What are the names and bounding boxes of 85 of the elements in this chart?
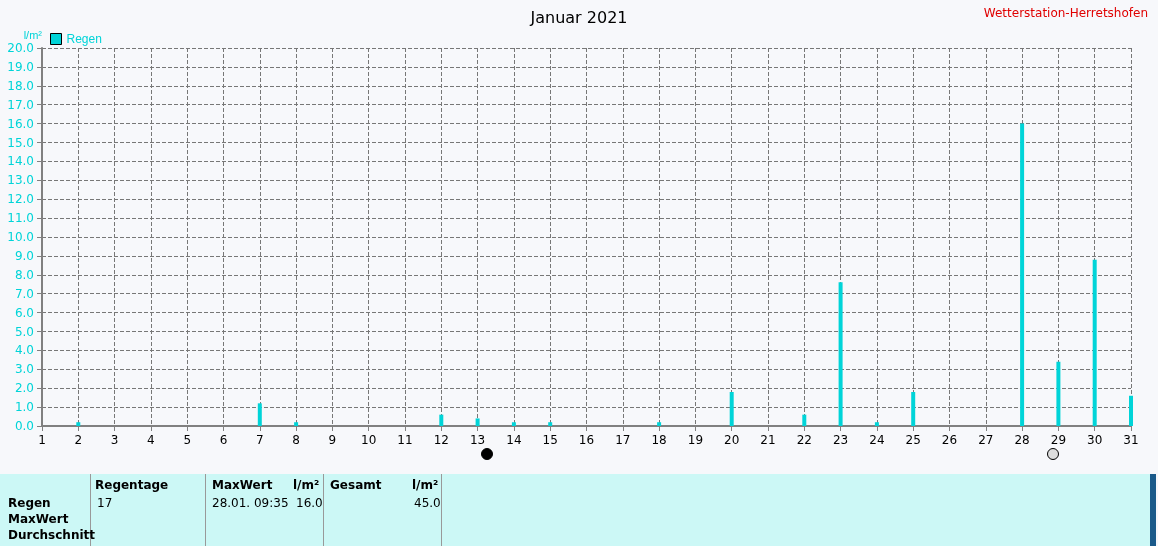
bar [257, 403, 262, 426]
y-tick-label: 12.0 [7, 192, 34, 207]
text: 28.01. 09:35 [212, 496, 289, 510]
x-tick-label: 23 [832, 433, 849, 447]
x-tick-label: 18 [651, 433, 667, 447]
y-tick-label: 6.0 [14, 305, 34, 320]
x-tick-label: 27 [978, 433, 994, 447]
text: Regen [8, 496, 51, 510]
text: 16.0 [296, 496, 323, 510]
x-tick-label: 3 [110, 433, 119, 447]
bar [911, 391, 916, 426]
y-tick-label: 19.0 [7, 59, 34, 74]
x-tick-label: 17 [615, 433, 631, 447]
y-tick-label: 20.0 [7, 41, 34, 55]
x-tick-label: 10 [361, 433, 377, 447]
chart-title: Januar 2021 [529, 7, 628, 27]
bar [657, 422, 662, 426]
y-tick-label: 10.0 [7, 230, 34, 244]
x-tick-label: 22 [796, 433, 812, 447]
text: l/m² [412, 478, 439, 492]
y-tick-label: 2.0 [14, 381, 34, 396]
x-tick-label: 26 [941, 433, 958, 447]
bar [511, 422, 516, 426]
y-tick-label: 13.0 [7, 173, 34, 188]
y-tick-label: 7.0 [14, 286, 34, 301]
x-tick-label: 13 [469, 433, 486, 447]
text: 45.0 [414, 496, 441, 510]
y-tick-label: 9.0 [14, 248, 34, 263]
bar [1056, 361, 1061, 426]
y-tick-label: 17.0 [7, 97, 34, 112]
bar [838, 282, 843, 426]
x-tick-label: 21 [760, 433, 776, 447]
y-tick-label: 16.0 [7, 116, 34, 131]
x-tick-label: 15 [542, 433, 558, 447]
x-tick-label: 8 [292, 433, 300, 447]
bar [1020, 123, 1025, 426]
x-tick-label: 7 [255, 433, 264, 447]
x-tick-label: 11 [397, 433, 413, 447]
bar [76, 422, 81, 426]
y-axis-title: l/m² [23, 28, 43, 41]
text: MaxWert [8, 512, 69, 526]
text: Durchschnitt [8, 528, 96, 542]
bar [729, 391, 734, 426]
x-tick-label: 9 [328, 433, 337, 447]
chart-subtitle: Wetterstation-Herretshofen [983, 6, 1148, 20]
y-tick-label: 1.0 [14, 400, 34, 415]
bar [548, 422, 553, 426]
x-tick-label: 4 [147, 433, 155, 447]
text: 17 [97, 496, 113, 510]
bar [802, 414, 807, 426]
y-tick-label: 0.0 [14, 419, 34, 433]
x-tick-label: 29 [1050, 433, 1067, 447]
x-tick-label: 31 [1123, 433, 1139, 447]
y-tick-label: 15.0 [7, 135, 34, 150]
text: l/m² [293, 478, 320, 492]
x-tick-label: 2 [74, 433, 83, 447]
text: Regentage [95, 478, 169, 492]
text: MaxWert [212, 478, 273, 492]
bar [294, 422, 299, 426]
x-tick-label: 5 [183, 433, 192, 447]
y-tick-label: 18.0 [7, 78, 34, 93]
text: Gesamt [330, 478, 382, 492]
y-tick-label: 11.0 [7, 211, 34, 226]
y-tick-label: 8.0 [14, 267, 34, 282]
y-tick-label: 3.0 [14, 362, 34, 377]
bar [439, 414, 444, 426]
y-tick-label: 14.0 [7, 154, 34, 169]
y-tick-label: 4.0 [14, 343, 34, 358]
x-tick-label: 16 [578, 433, 595, 447]
legend-label: Regen [66, 32, 102, 46]
x-tick-label: 28 [1014, 433, 1030, 447]
x-tick-label: 24 [869, 433, 885, 447]
x-tick-label: 19 [687, 433, 704, 447]
x-tick-label: 25 [905, 433, 921, 447]
y-tick-label: 5.0 [14, 324, 34, 339]
x-tick-label: 1 [38, 433, 46, 447]
bar [1092, 259, 1097, 426]
x-tick-label: 6 [219, 433, 228, 447]
x-tick-label: 12 [433, 433, 449, 447]
bar [475, 418, 480, 426]
bar [874, 422, 879, 426]
x-tick-label: 20 [724, 433, 740, 447]
bar [1129, 395, 1133, 426]
x-tick-label: 30 [1087, 433, 1103, 447]
x-tick-label: 14 [506, 433, 522, 447]
